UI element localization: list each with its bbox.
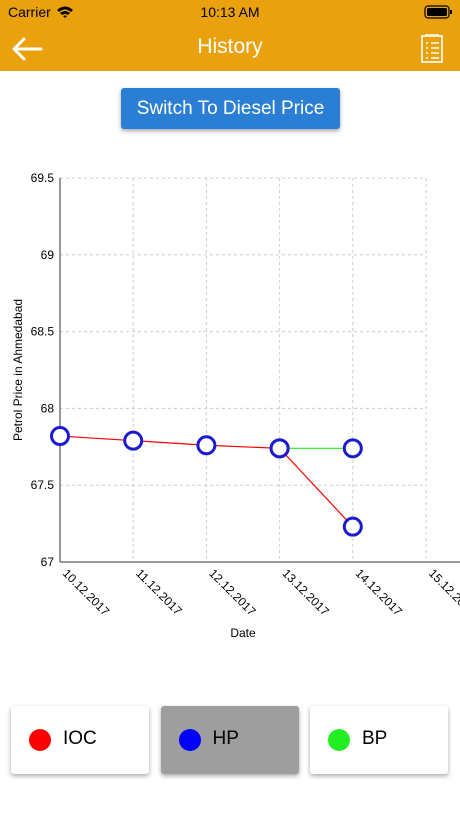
legend-card[interactable]: HP [160, 706, 299, 774]
back-button[interactable] [12, 36, 44, 62]
battery-icon [424, 5, 452, 19]
data-point [342, 438, 363, 459]
x-tick-label: 11.12.2017 [133, 566, 185, 618]
x-tick-label: 10.12.2017 [60, 566, 113, 619]
y-tick-label: 67.5 [31, 478, 55, 492]
wifi-icon [57, 6, 73, 18]
legend-card[interactable]: BP [310, 706, 448, 774]
legend-label: IOC [63, 728, 97, 749]
top-bar: Carrier 10:13 AM History [0, 0, 460, 71]
data-point [269, 438, 290, 459]
x-tick-label: 12.12.2017 [206, 566, 259, 619]
x-tick-label: 15.12.2017 [426, 566, 460, 619]
legend-swatch [29, 729, 51, 751]
legend-label: BP [362, 728, 388, 749]
screen-title: History [197, 35, 263, 58]
data-point [50, 426, 70, 447]
data-point [196, 435, 217, 456]
y-tick-label: 69.5 [31, 171, 55, 185]
carrier: Carrier [8, 4, 51, 20]
x-tick-label: 13.12.2017 [279, 566, 332, 619]
list-icon[interactable] [420, 34, 444, 64]
legend-swatch [178, 729, 201, 751]
y-tick-label: 68 [41, 401, 55, 415]
x-axis-label: Date [230, 626, 256, 640]
y-axis-label: Petrol Price in Ahmedabad [11, 299, 25, 441]
chart: 67 67.5 68 68.5 69 69.5 10.12.2017 11.12.2017 12… [11, 171, 460, 640]
time: 10:13 AM [200, 4, 260, 20]
data-point [342, 516, 363, 537]
data-point [123, 430, 144, 451]
legend-label: HP [212, 728, 239, 749]
legend-swatch [328, 729, 350, 751]
y-tick-label: 68.5 [31, 325, 55, 339]
x-tick-label: 14.12.2017 [353, 566, 406, 619]
legend-card[interactable]: IOC [11, 706, 149, 774]
y-tick-label: 69 [41, 248, 55, 262]
switch-button[interactable]: Switch To Diesel Price [121, 88, 340, 129]
y-tick-label: 67 [41, 555, 55, 569]
